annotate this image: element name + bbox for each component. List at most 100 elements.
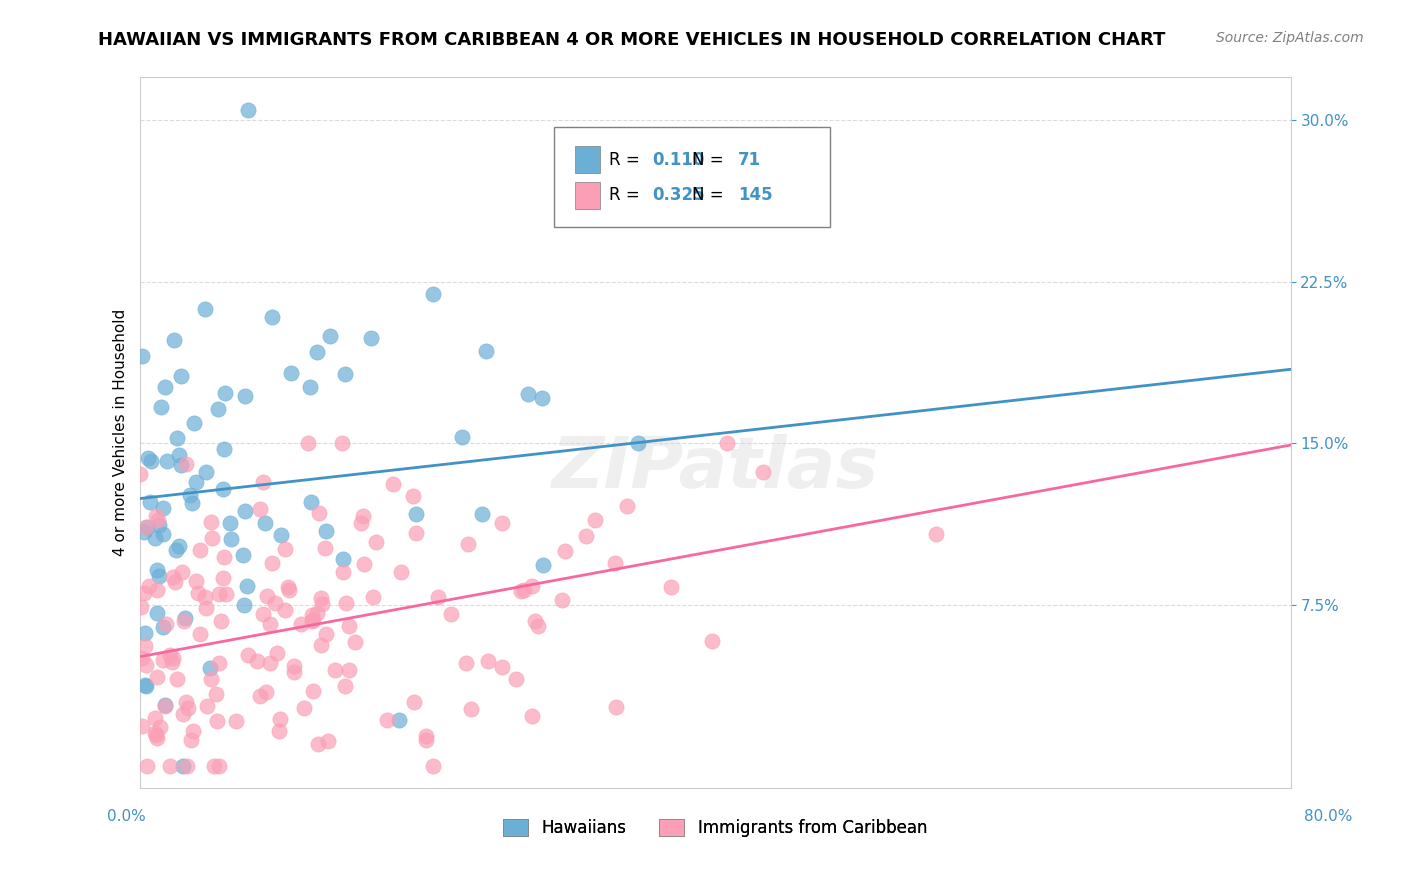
- Point: [402, 489, 425, 503]
- Point: [330, 436, 353, 450]
- Point: [170, 458, 193, 472]
- Point: [145, 509, 167, 524]
- Point: [415, 729, 437, 743]
- Point: [522, 709, 544, 723]
- Point: [218, 516, 240, 530]
- Text: HAWAIIAN VS IMMIGRANTS FROM CARIBBEAN 4 OR MORE VEHICLES IN HOUSEHOLD CORRELATIO: HAWAIIAN VS IMMIGRANTS FROM CARIBBEAN 4 …: [98, 31, 1166, 49]
- Point: [208, 759, 231, 773]
- Point: [132, 525, 155, 540]
- Point: [366, 535, 388, 549]
- Point: [146, 563, 169, 577]
- Point: [405, 526, 427, 541]
- Legend: Hawaiians, Immigrants from Caribbean: Hawaiians, Immigrants from Caribbean: [496, 812, 934, 844]
- Point: [283, 665, 305, 679]
- Point: [491, 660, 513, 674]
- Point: [262, 310, 284, 324]
- Point: [134, 626, 156, 640]
- Point: [299, 494, 322, 508]
- Point: [457, 536, 479, 550]
- Point: [252, 475, 274, 490]
- Point: [290, 616, 312, 631]
- Point: [146, 670, 169, 684]
- Point: [333, 679, 356, 693]
- Point: [308, 506, 330, 520]
- Point: [405, 507, 427, 521]
- Point: [332, 566, 354, 580]
- Point: [323, 663, 346, 677]
- Point: [361, 591, 384, 605]
- Point: [309, 638, 332, 652]
- Point: [183, 416, 205, 430]
- Point: [152, 653, 174, 667]
- Point: [924, 526, 946, 541]
- Point: [270, 528, 292, 542]
- Point: [145, 731, 167, 746]
- Point: [277, 580, 299, 594]
- Point: [170, 565, 193, 579]
- Point: [129, 467, 152, 482]
- Point: [207, 402, 229, 417]
- Point: [165, 543, 187, 558]
- Point: [131, 650, 153, 665]
- Point: [173, 611, 195, 625]
- Point: [700, 634, 723, 648]
- Point: [195, 600, 218, 615]
- Point: [198, 661, 221, 675]
- Point: [165, 574, 187, 589]
- Point: [131, 718, 153, 732]
- Point: [256, 589, 278, 603]
- Text: Source: ZipAtlas.com: Source: ZipAtlas.com: [1216, 31, 1364, 45]
- Point: [200, 672, 222, 686]
- Point: [188, 543, 211, 558]
- Point: [169, 539, 191, 553]
- Point: [152, 527, 174, 541]
- Point: [246, 655, 269, 669]
- Point: [145, 583, 167, 598]
- Text: 0.110: 0.110: [652, 151, 704, 169]
- Point: [236, 648, 259, 662]
- Point: [153, 380, 176, 394]
- Point: [166, 431, 188, 445]
- Point: [143, 531, 166, 545]
- Point: [208, 656, 231, 670]
- Point: [305, 345, 328, 359]
- Point: [269, 724, 291, 739]
- Point: [197, 699, 219, 714]
- Point: [132, 585, 155, 599]
- Point: [173, 615, 195, 629]
- Point: [209, 615, 232, 629]
- Point: [716, 436, 738, 450]
- Point: [135, 657, 157, 672]
- Point: [180, 733, 202, 747]
- Text: 0.325: 0.325: [652, 186, 704, 204]
- Point: [176, 457, 198, 471]
- Point: [277, 582, 299, 597]
- Point: [259, 657, 281, 671]
- Text: N =: N =: [692, 151, 728, 169]
- Point: [135, 759, 157, 773]
- Point: [283, 658, 305, 673]
- Text: R =: R =: [609, 186, 645, 204]
- Point: [179, 488, 201, 502]
- Point: [200, 531, 222, 545]
- Point: [388, 713, 411, 727]
- Point: [292, 701, 315, 715]
- Point: [152, 500, 174, 515]
- Point: [280, 366, 302, 380]
- Point: [260, 556, 283, 570]
- Point: [202, 759, 225, 773]
- Point: [215, 587, 238, 601]
- Point: [422, 286, 444, 301]
- Point: [309, 591, 332, 605]
- Point: [274, 542, 297, 557]
- Point: [143, 711, 166, 725]
- Point: [254, 685, 277, 699]
- Point: [249, 689, 271, 703]
- Point: [205, 714, 228, 728]
- Point: [162, 570, 184, 584]
- Point: [550, 593, 572, 607]
- Point: [166, 672, 188, 686]
- Point: [148, 517, 170, 532]
- Point: [139, 495, 162, 509]
- Point: [456, 656, 478, 670]
